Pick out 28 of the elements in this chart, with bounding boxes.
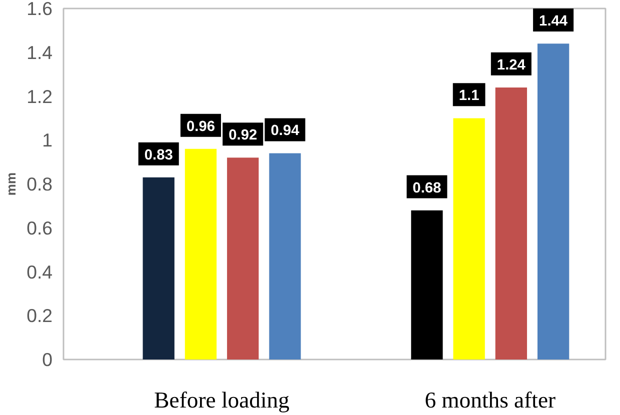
y-tick-label: 1.2 — [26, 86, 53, 107]
y-tick-label: 1.6 — [26, 0, 53, 19]
bar — [269, 153, 301, 360]
bar — [227, 158, 259, 360]
bar — [184, 148, 217, 360]
data-label: 1.1 — [458, 88, 480, 104]
x-tick-label: 6 months after — [424, 388, 556, 412]
data-label: 1.24 — [496, 57, 526, 74]
data-label: 0.92 — [228, 128, 258, 144]
bar — [453, 118, 485, 360]
y-tick-label: 0.4 — [26, 261, 53, 282]
y-tick-label: 0.8 — [26, 174, 53, 194]
y-tick-label: 1 — [42, 130, 53, 151]
data-label: 0.96 — [186, 118, 216, 135]
y-tick-label: 0.6 — [26, 217, 53, 238]
y-axis-title: mm — [4, 172, 19, 196]
x-tick-label: Before loading — [154, 388, 290, 412]
data-label: 0.68 — [412, 180, 442, 196]
data-label: 0.94 — [270, 123, 300, 140]
bar — [537, 44, 570, 360]
bar — [411, 210, 443, 360]
y-tick-label: 0 — [42, 349, 53, 370]
bar — [142, 177, 174, 360]
y-tick-label: 0.2 — [26, 305, 53, 326]
data-label: 1.44 — [539, 14, 568, 30]
y-tick-label: 1.4 — [26, 42, 53, 63]
data-label: 0.83 — [144, 147, 173, 164]
bar — [495, 87, 528, 360]
